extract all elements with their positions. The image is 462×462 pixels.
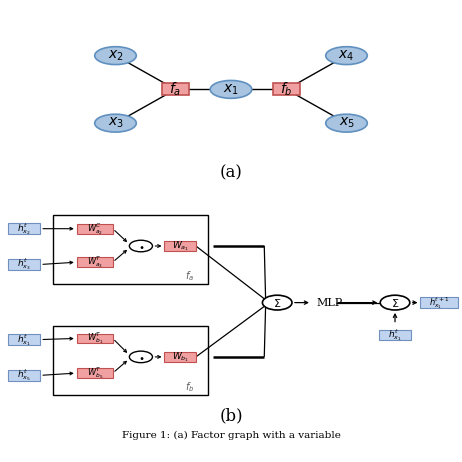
Text: $W_{a_1}$: $W_{a_1}$ (171, 239, 189, 253)
Circle shape (129, 240, 152, 252)
FancyBboxPatch shape (164, 352, 196, 362)
FancyBboxPatch shape (77, 334, 113, 343)
Text: (a): (a) (219, 164, 243, 181)
Text: $f_b$: $f_b$ (185, 380, 194, 394)
Text: $x_3$: $x_3$ (108, 116, 123, 130)
Text: (b): (b) (219, 407, 243, 424)
Text: $h_{x_1}^t$: $h_{x_1}^t$ (17, 332, 31, 347)
FancyBboxPatch shape (379, 330, 411, 340)
FancyBboxPatch shape (77, 368, 113, 378)
Text: $\Sigma$: $\Sigma$ (273, 297, 281, 309)
Circle shape (262, 295, 292, 310)
FancyBboxPatch shape (8, 259, 40, 270)
FancyBboxPatch shape (420, 298, 458, 308)
Text: Figure 1: (a) Factor graph with a variable: Figure 1: (a) Factor graph with a variab… (122, 431, 340, 439)
FancyBboxPatch shape (77, 224, 113, 234)
Text: $\bullet$: $\bullet$ (138, 241, 144, 251)
Text: $x_5$: $x_5$ (339, 116, 354, 130)
FancyBboxPatch shape (77, 257, 113, 267)
Text: $\Sigma$: $\Sigma$ (391, 297, 399, 309)
FancyBboxPatch shape (8, 370, 40, 381)
Text: $W_{a_3}^T$: $W_{a_3}^T$ (87, 254, 103, 270)
Text: $h_{x_1}^{t+1}$: $h_{x_1}^{t+1}$ (429, 295, 449, 310)
Circle shape (95, 114, 136, 132)
FancyBboxPatch shape (273, 84, 300, 95)
Circle shape (95, 47, 136, 65)
FancyBboxPatch shape (8, 334, 40, 345)
Text: $x_2$: $x_2$ (108, 49, 123, 63)
Text: MLP: MLP (316, 298, 343, 308)
Circle shape (210, 80, 252, 98)
FancyBboxPatch shape (162, 84, 189, 95)
Text: $f_b$: $f_b$ (280, 81, 293, 98)
Text: $W_{a_2}^C$: $W_{a_2}^C$ (87, 221, 103, 237)
Circle shape (326, 47, 367, 65)
Text: $h_{x_2}^t$: $h_{x_2}^t$ (17, 221, 31, 237)
Text: $h_{x_1}^t$: $h_{x_1}^t$ (388, 327, 402, 343)
Text: $\bullet$: $\bullet$ (138, 352, 144, 362)
Text: $f_a$: $f_a$ (185, 269, 194, 283)
Text: $W_{b_5}^T$: $W_{b_5}^T$ (86, 365, 103, 381)
Bar (53, 326, 208, 395)
Text: $x_4$: $x_4$ (339, 49, 354, 63)
Text: $h_{x_5}^t$: $h_{x_5}^t$ (17, 367, 31, 383)
Circle shape (380, 295, 410, 310)
Text: $f_a$: $f_a$ (170, 81, 182, 98)
Circle shape (129, 351, 152, 363)
Text: $h_{x_3}^t$: $h_{x_3}^t$ (17, 256, 31, 273)
Text: $x_1$: $x_1$ (223, 82, 239, 97)
Circle shape (326, 114, 367, 132)
FancyBboxPatch shape (164, 241, 196, 251)
Text: $W_{b_1}$: $W_{b_1}$ (171, 350, 189, 364)
Bar (53, 215, 208, 284)
Text: $W_{b_1}^T$: $W_{b_1}^T$ (86, 330, 103, 346)
FancyBboxPatch shape (8, 224, 40, 234)
